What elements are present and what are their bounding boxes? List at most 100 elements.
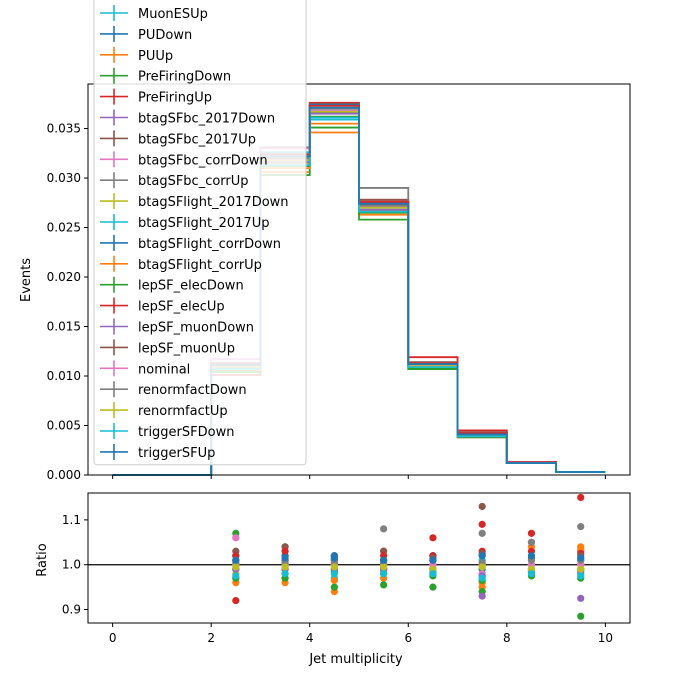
ratio-xtick-label: 6	[404, 631, 412, 645]
ratio-point-prefiringdown	[330, 583, 338, 591]
legend-label: PUUp	[138, 49, 173, 64]
ratio-point-triggersfdown	[232, 572, 240, 580]
legend-entry-btagsflight-2017up: btagSFlight_2017Up	[100, 214, 269, 231]
events-ytick-label: 0.010	[47, 369, 81, 383]
events-ytick-label: 0.000	[47, 468, 81, 482]
ratio-ytick-label: 0.9	[62, 603, 81, 617]
ratio-xtick-label: 8	[503, 631, 511, 645]
legend-entry-renormfactup: renormfactUp	[100, 402, 228, 419]
ratio-point-prefiringup	[577, 493, 585, 502]
legend-entry-pudown: PUDown	[100, 25, 192, 43]
ratio-point-triggersfup	[281, 554, 289, 562]
ratio-point-renormfactup	[330, 563, 338, 571]
legend-label: lepSF_muonUp	[138, 341, 235, 356]
legend-label: btagSFbc_2017Down	[138, 112, 275, 127]
legend-entry-btagsfbc-corrdown: btagSFbc_corrDown	[100, 151, 268, 168]
ratio-point-prefiringdown	[577, 612, 585, 620]
ratio-point-renormfactup	[380, 563, 388, 571]
legend-entry-btagsflight-corrup: btagSFlight_corrUp	[100, 255, 262, 273]
legend: MuonESUp PUDown PUUp PreFiringDown PreFiring…	[93, 0, 307, 466]
legend-label: renormfactDown	[138, 383, 247, 398]
legend-label: btagSFbc_corrDown	[138, 153, 268, 168]
events-axis-label: Events	[19, 258, 34, 302]
legend-entry-btagsfbc-corrup: btagSFbc_corrUp	[100, 172, 249, 189]
ratio-point-triggersfup	[429, 556, 437, 564]
ratio-point-btagsfbc-corrup	[478, 529, 486, 537]
ratio-point-prefiringup	[232, 596, 240, 605]
ratio-point-btagsfbc-corrup	[527, 538, 536, 546]
ratio-point-triggersfdown	[281, 570, 289, 578]
ratio-point-triggersfdown	[577, 572, 585, 580]
ratio-point-renormfactup	[478, 563, 486, 571]
ratio-point-prefiringdown	[429, 583, 437, 591]
legend-entry-btagsflight-2017down: btagSFlight_2017Down	[100, 193, 289, 210]
ratio-point-btagsfbc-corrup	[577, 523, 585, 531]
ratio-xtick-label: 0	[109, 631, 117, 645]
ratio-point-triggersfdown	[527, 570, 536, 578]
ratio-point-triggersfup	[380, 556, 388, 564]
legend-entry-btagsfbc-2017up: btagSFbc_2017Up	[100, 130, 256, 147]
legend-entry-lepsf-elecdown: lepSF_elecDown	[100, 276, 244, 294]
ratio-point-prefiringup	[429, 534, 437, 542]
legend-entry-prefiringup: PreFiringUp	[100, 88, 212, 106]
ratio-point-renormfactup	[232, 563, 240, 571]
ratio-point-triggersfup	[232, 556, 240, 564]
legend-label: nominal	[138, 362, 190, 377]
events-ytick-label: 0.015	[47, 320, 81, 334]
legend-label: btagSFlight_corrDown	[138, 237, 281, 252]
ratio-point-btagsflight-corrup	[330, 576, 338, 585]
ratio-point-triggersfdown	[330, 570, 338, 578]
legend-entry-muonesup: MuonESUp	[100, 5, 208, 22]
ratio-point-renormfactup	[281, 563, 289, 571]
legend-entry-prefiringdown: PreFiringDown	[100, 67, 231, 85]
ratio-ytick-label: 1.0	[62, 558, 81, 572]
legend-entry-renormfactdown: renormfactDown	[100, 381, 247, 398]
legend-entry-lepsf-muondown: lepSF_muonDown	[100, 318, 254, 336]
legend-entry-lepsf-elecup: lepSF_elecUp	[100, 297, 225, 315]
legend-label: lepSF_elecDown	[138, 279, 244, 294]
events-ytick-label: 0.020	[47, 270, 81, 284]
ratio-point-lepsf-elecup	[281, 547, 289, 555]
events-ytick-label: 0.025	[47, 221, 81, 235]
legend-entry-lepsf-muonup: lepSF_muonUp	[100, 339, 235, 356]
jet-multiplicity-axis-label: Jet multiplicity	[308, 652, 403, 667]
legend-label: lepSF_muonDown	[138, 321, 254, 336]
ratio-panel: 0.9 1.0 1.1 0 2 4 6 8 10 Ratio Jet multiplicity	[35, 492, 631, 667]
ratio-point-btagsfbc-2017down	[478, 592, 486, 600]
legend-label: PreFiringUp	[138, 91, 212, 106]
ratio-point-btagsfbc-corrdown	[232, 534, 240, 542]
legend-label: lepSF_elecUp	[138, 300, 225, 315]
ratio-point-btagsfbc-2017down	[577, 594, 585, 602]
ratio-point-triggersfdown	[429, 570, 437, 578]
legend-label: btagSFbc_corrUp	[138, 174, 249, 189]
ratio-point-btagsfbc-corrup	[380, 525, 388, 533]
ratio-point-prefiringup	[527, 529, 536, 537]
ratio-point-triggersfup	[577, 554, 585, 562]
legend-label: btagSFlight_2017Down	[138, 195, 289, 210]
ratio-xtick-label: 2	[207, 631, 215, 645]
ratio-point-triggersfup	[330, 554, 338, 562]
ratio-point-triggersfup	[527, 552, 536, 560]
ratio-point-triggersfdown	[380, 570, 388, 578]
legend-label: btagSFlight_corrUp	[138, 258, 262, 273]
events-ytick-label: 0.030	[47, 171, 81, 185]
legend-label: PreFiringDown	[138, 70, 231, 85]
legend-label: btagSFbc_2017Up	[138, 132, 256, 147]
events-histogram-panel: 0.000 0.005 0.010 0.015 0.020 0.025 0.030 0.035…	[19, 0, 631, 482]
legend-entry-btagsfbc-2017down: btagSFbc_2017Down	[100, 109, 275, 127]
ratio-point-triggersfup	[478, 552, 486, 560]
legend-entry-puup: PUUp	[100, 46, 173, 64]
legend-entry-btagsflight-corrdown: btagSFlight_corrDown	[100, 234, 281, 252]
ratio-point-btagsfbc-2017up	[478, 502, 486, 511]
ratio-ytick-label: 1.1	[62, 513, 81, 527]
ratio-point-prefiringup	[478, 520, 486, 528]
ratio-axis-label: Ratio	[35, 543, 50, 576]
events-ytick-label: 0.035	[47, 122, 81, 136]
ratio-point-prefiringdown	[380, 581, 388, 589]
legend-label: renormfactUp	[138, 404, 228, 419]
legend-label: triggerSFDown	[138, 425, 234, 440]
legend-entry-triggersfdown: triggerSFDown	[100, 423, 234, 440]
ratio-point-triggersfdown	[478, 574, 486, 582]
legend-box	[93, 0, 307, 466]
